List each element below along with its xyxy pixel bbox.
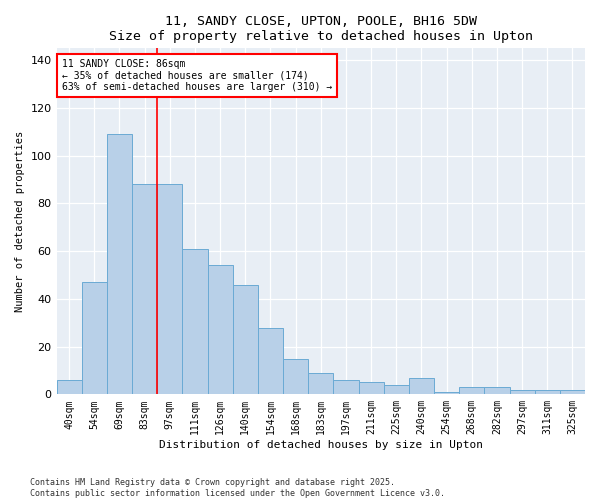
Y-axis label: Number of detached properties: Number of detached properties: [15, 130, 25, 312]
Text: Contains HM Land Registry data © Crown copyright and database right 2025.
Contai: Contains HM Land Registry data © Crown c…: [30, 478, 445, 498]
Bar: [459, 387, 484, 394]
Bar: [535, 390, 560, 394]
Bar: [157, 184, 182, 394]
Bar: [409, 378, 434, 394]
Bar: [233, 284, 258, 395]
Bar: [132, 184, 157, 394]
Bar: [359, 382, 383, 394]
Bar: [334, 380, 359, 394]
Title: 11, SANDY CLOSE, UPTON, POOLE, BH16 5DW
Size of property relative to detached ho: 11, SANDY CLOSE, UPTON, POOLE, BH16 5DW …: [109, 15, 533, 43]
Bar: [308, 373, 334, 394]
Bar: [283, 358, 308, 394]
Bar: [82, 282, 107, 395]
Text: 11 SANDY CLOSE: 86sqm
← 35% of detached houses are smaller (174)
63% of semi-det: 11 SANDY CLOSE: 86sqm ← 35% of detached …: [62, 58, 332, 92]
Bar: [258, 328, 283, 394]
Bar: [484, 387, 509, 394]
Bar: [182, 249, 208, 394]
Bar: [383, 385, 409, 394]
Bar: [509, 390, 535, 394]
Bar: [107, 134, 132, 394]
Bar: [56, 380, 82, 394]
Bar: [434, 392, 459, 394]
Bar: [208, 266, 233, 394]
X-axis label: Distribution of detached houses by size in Upton: Distribution of detached houses by size …: [159, 440, 483, 450]
Bar: [560, 390, 585, 394]
